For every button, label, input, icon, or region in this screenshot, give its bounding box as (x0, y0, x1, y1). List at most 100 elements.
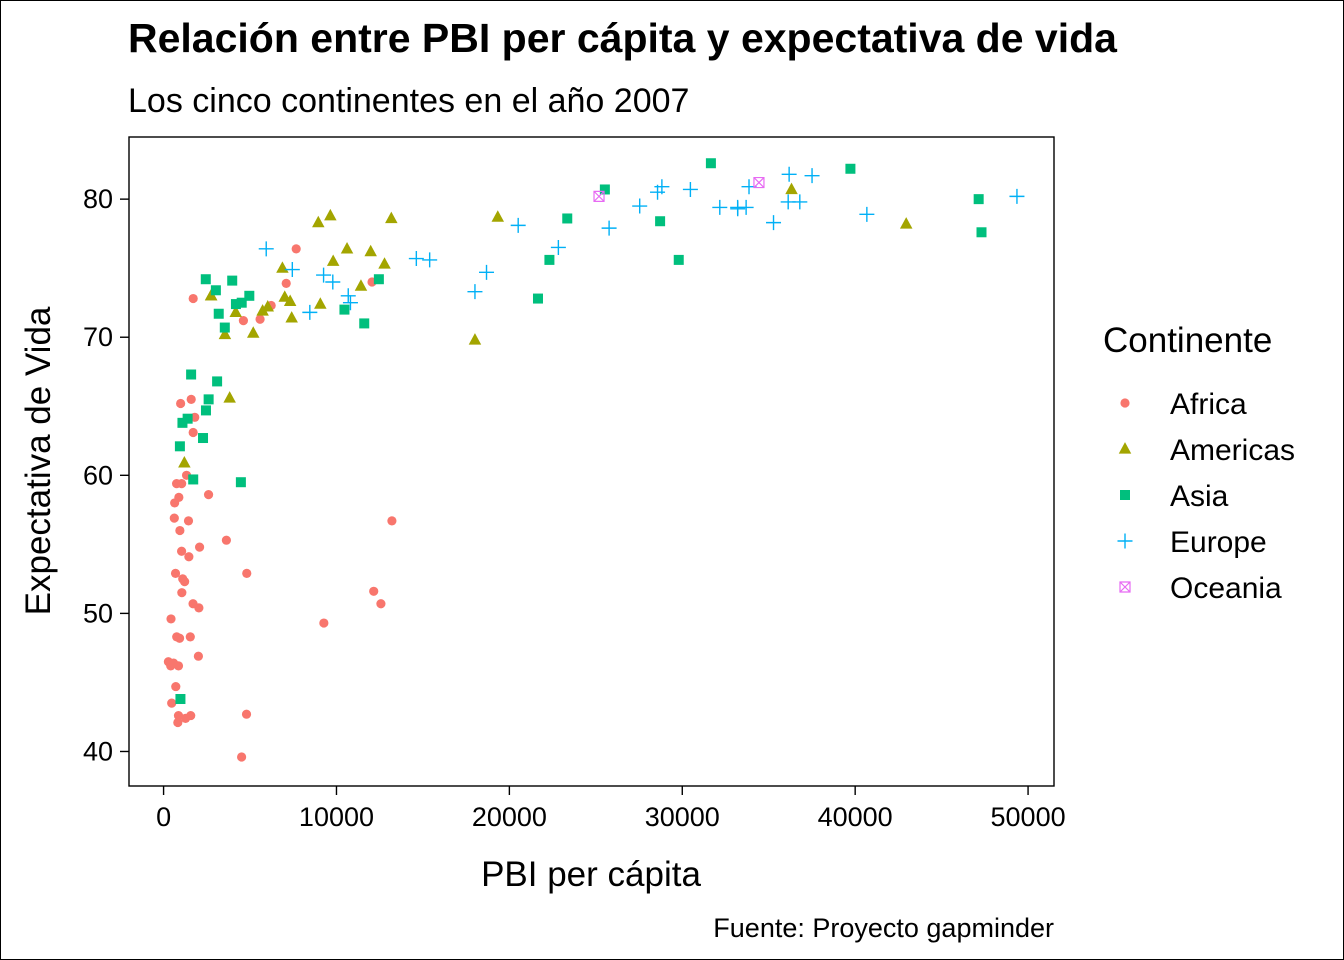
y-tick-label: 70 (83, 322, 113, 352)
point-americas (340, 242, 354, 254)
point-africa (188, 599, 198, 609)
point-asia (244, 290, 255, 301)
point-europe (284, 262, 300, 278)
point-americas (324, 208, 337, 221)
point-africa (184, 552, 194, 562)
point-europe (422, 252, 438, 268)
point-europe (302, 304, 318, 320)
point-asia (973, 194, 984, 205)
point-africa (173, 710, 184, 721)
chart-title: Relación entre PBI per cápita y expectat… (128, 15, 1118, 61)
point-africa (387, 516, 397, 526)
point-africa (173, 661, 184, 671)
point-africa (183, 516, 194, 526)
point-africa (376, 599, 386, 609)
point-africa (166, 661, 176, 671)
point-africa (169, 513, 179, 523)
point-americas (229, 305, 242, 317)
chart-subtitle: Los cinco continentes en el año 2007 (128, 82, 689, 120)
point-africa (170, 568, 181, 578)
point-americas (178, 456, 191, 468)
point-americas (246, 326, 260, 338)
point-americas (354, 279, 368, 291)
point-asia (219, 322, 230, 333)
point-europe (510, 217, 526, 233)
point-africa (186, 394, 196, 404)
point-asia (200, 405, 211, 416)
point-asia (186, 369, 197, 380)
x-tick-label: 20000 (472, 802, 547, 832)
point-africa (178, 574, 188, 584)
x-tick-label: 30000 (645, 802, 720, 832)
series-asia (174, 158, 987, 705)
legend-key-africa (1120, 398, 1130, 408)
point-africa (203, 490, 214, 500)
point-oceania (753, 176, 765, 189)
point-europe (859, 206, 875, 222)
point-europe (766, 215, 782, 231)
legend-label: Oceania (1170, 572, 1282, 605)
point-africa (281, 278, 291, 288)
point-africa (255, 314, 265, 324)
point-americas (899, 217, 913, 229)
point-asia (359, 318, 370, 329)
point-asia (177, 417, 188, 428)
legend-item-europe: Europe (1117, 526, 1267, 559)
legend-item-asia: Asia (1120, 480, 1229, 513)
legend-label: Americas (1170, 434, 1295, 467)
x-tick-label: 10000 (299, 802, 374, 832)
point-americas (312, 215, 325, 228)
point-asia (339, 304, 350, 315)
point-asia (373, 274, 384, 285)
point-asia (210, 285, 221, 296)
y-tick-label: 60 (83, 460, 113, 490)
point-europe (601, 220, 617, 236)
y-axis-title: Expectativa de Vida (19, 306, 58, 615)
point-europe (316, 267, 332, 283)
point-africa (174, 492, 184, 503)
point-asia (174, 441, 185, 452)
legend-label: Africa (1170, 388, 1247, 421)
point-asia (198, 433, 209, 444)
point-europe (781, 166, 797, 182)
point-asia (188, 474, 199, 485)
point-asia (673, 254, 684, 265)
point-africa (167, 698, 177, 708)
point-americas (218, 327, 232, 340)
point-africa (173, 717, 183, 728)
point-americas (468, 333, 482, 345)
point-americas (378, 257, 391, 269)
point-asia (212, 376, 223, 387)
point-europe (632, 198, 648, 214)
y-axis: 40 50 60 70 80 (83, 184, 129, 766)
point-africa (171, 681, 181, 692)
point-asia (182, 413, 193, 424)
point-asia (599, 184, 610, 195)
legend-key-americas (1118, 442, 1132, 454)
point-africa (166, 614, 176, 624)
series-africa (163, 244, 397, 762)
point-africa (174, 633, 185, 643)
point-asia (203, 394, 214, 405)
point-asia (213, 308, 224, 319)
point-americas (491, 210, 505, 222)
point-africa (176, 546, 187, 556)
point-europe (682, 181, 698, 197)
legend-item-oceania: Oceania (1119, 572, 1282, 605)
point-africa (319, 618, 329, 628)
point-asia (236, 297, 247, 308)
point-africa (177, 588, 187, 598)
legend-key-europe (1117, 533, 1133, 549)
legend-item-americas: Americas (1118, 434, 1295, 467)
point-europe (258, 241, 274, 257)
point-asia (230, 299, 241, 310)
plot-panel (128, 136, 1055, 787)
point-oceania (593, 190, 605, 202)
series-americas (178, 182, 913, 468)
point-europe (340, 288, 356, 304)
point-americas (314, 297, 327, 309)
x-tick-label: 50000 (991, 802, 1066, 832)
point-africa (185, 632, 195, 642)
point-asia (532, 293, 543, 304)
point-africa (238, 316, 249, 326)
